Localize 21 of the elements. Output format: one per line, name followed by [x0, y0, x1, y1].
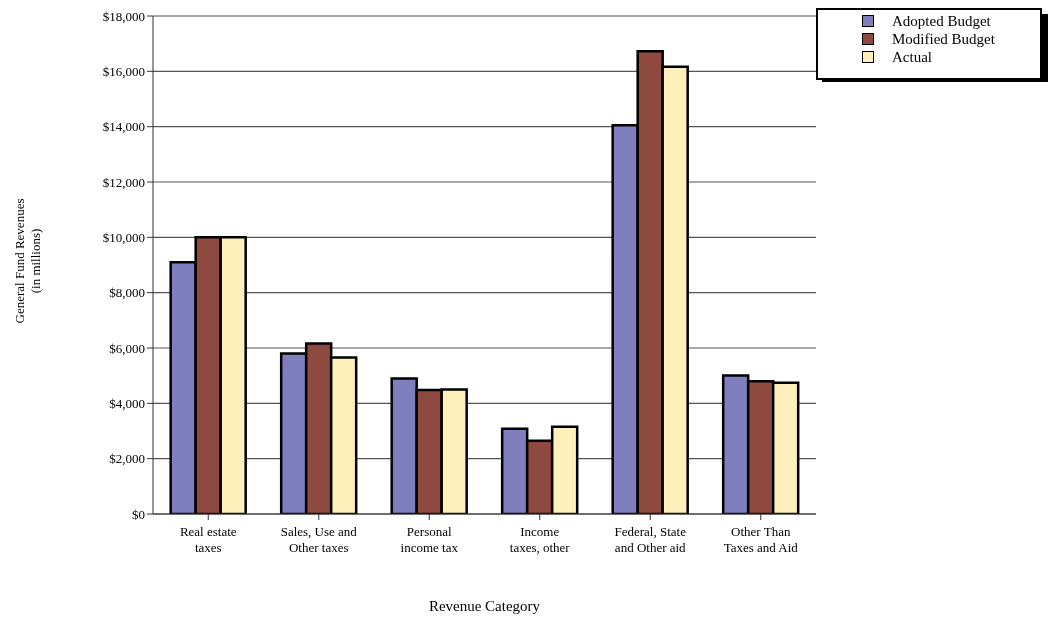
y-tick-label: $0: [132, 506, 145, 522]
x-tick-label: Federal, State and Other aid: [614, 524, 687, 555]
x-tick-label: Income taxes, other: [509, 524, 571, 555]
y-tick-label: $14,000: [102, 119, 145, 135]
y-tick-label: $6,000: [109, 340, 145, 356]
x-tick-label: Other Than Taxes and Aid: [723, 524, 799, 555]
x-axis-title: Revenue Category: [428, 598, 541, 614]
y-tick-label: $18,000: [102, 8, 145, 24]
legend-label: Adopted Budget: [892, 12, 991, 30]
y-tick-label: $12,000: [102, 174, 145, 190]
y-axis-title: General Fund Revenues (in millions): [12, 198, 43, 324]
x-tick-label: Sales, Use and Other taxes: [280, 524, 358, 555]
legend-label: Actual: [892, 48, 932, 66]
y-tick-label: $2,000: [109, 451, 145, 467]
x-tick-label: Personal income tax: [400, 524, 459, 555]
legend-label: Modified Budget: [892, 30, 995, 48]
y-tick-label: $16,000: [102, 63, 145, 79]
y-tick-label: $10,000: [102, 229, 145, 245]
x-tick-label: Real estate taxes: [179, 524, 237, 555]
y-tick-label: $4,000: [109, 395, 145, 411]
y-tick-label: $8,000: [109, 285, 145, 301]
